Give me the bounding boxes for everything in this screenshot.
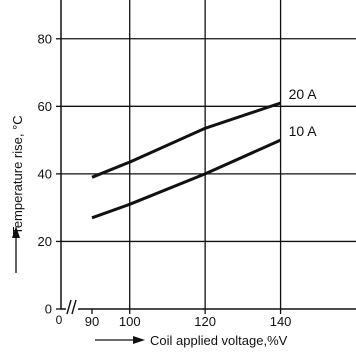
series-lines bbox=[91, 101, 282, 220]
x-tick-label: 100 bbox=[119, 314, 141, 329]
series-labels: 20 A 10 A bbox=[289, 86, 318, 139]
y-tick-label: 80 bbox=[38, 31, 52, 46]
tick-labels: 90 100 120 140 00 20 40 60 80 bbox=[38, 31, 292, 329]
x-tick-label: 120 bbox=[194, 314, 216, 329]
y-tick-label: 60 bbox=[38, 99, 52, 114]
plot-frame bbox=[60, 0, 356, 310]
axis-break bbox=[66, 299, 78, 315]
x-tick-label: 140 bbox=[270, 314, 292, 329]
x-axis-label: Coil applied voltage,%V bbox=[150, 333, 288, 348]
grid-lines bbox=[56, 0, 356, 314]
series-label: 20 A bbox=[289, 86, 318, 102]
x-tick-label: 90 bbox=[85, 314, 99, 329]
y-tick-label: 0 bbox=[45, 302, 52, 317]
y-axis-label: Temperature rise, °C bbox=[10, 115, 25, 234]
series-line-10a bbox=[91, 138, 282, 220]
y-axis-title: Temperature rise, °C bbox=[10, 115, 25, 234]
series-label: 10 A bbox=[289, 123, 318, 139]
series-line-20a bbox=[91, 101, 282, 179]
x-origin-label: 0 bbox=[56, 313, 63, 327]
y-axis-arrow bbox=[12, 226, 20, 273]
y-tick-label: 20 bbox=[38, 234, 52, 249]
x-axis-arrow bbox=[95, 336, 145, 344]
y-tick-label: 40 bbox=[38, 166, 52, 181]
